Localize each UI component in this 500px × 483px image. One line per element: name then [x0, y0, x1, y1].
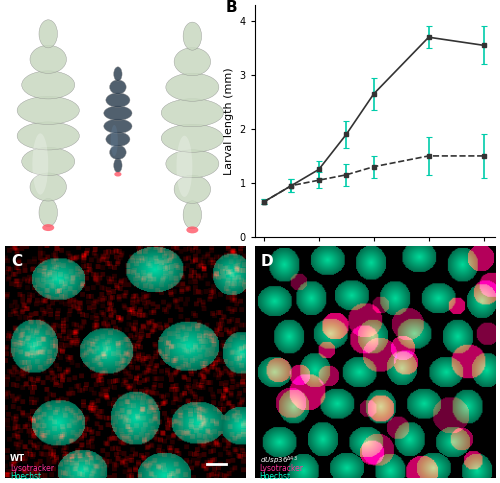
Text: D: D	[260, 254, 273, 269]
Ellipse shape	[22, 147, 75, 175]
Ellipse shape	[106, 132, 130, 146]
Text: Lysotracker: Lysotracker	[260, 464, 304, 473]
Ellipse shape	[30, 45, 66, 73]
X-axis label: Time AEL (hrs): Time AEL (hrs)	[334, 261, 415, 271]
Text: A: A	[14, 14, 26, 29]
Ellipse shape	[161, 99, 224, 127]
Ellipse shape	[166, 150, 219, 178]
Ellipse shape	[186, 227, 198, 233]
Ellipse shape	[22, 71, 75, 99]
Text: Hoechst: Hoechst	[10, 472, 41, 482]
Ellipse shape	[104, 119, 132, 133]
Ellipse shape	[32, 133, 48, 195]
Ellipse shape	[39, 199, 58, 227]
Ellipse shape	[17, 122, 80, 150]
Ellipse shape	[30, 173, 66, 201]
Text: Lysotracker: Lysotracker	[10, 464, 54, 473]
Ellipse shape	[183, 201, 202, 229]
Y-axis label: Larval length (mm): Larval length (mm)	[224, 67, 234, 175]
Ellipse shape	[110, 145, 126, 159]
Ellipse shape	[42, 224, 54, 231]
Text: Rescue: Rescue	[176, 12, 208, 21]
Ellipse shape	[39, 20, 58, 48]
Ellipse shape	[166, 73, 219, 101]
Ellipse shape	[106, 93, 130, 107]
Ellipse shape	[114, 158, 122, 172]
Ellipse shape	[17, 97, 80, 125]
Text: WT: WT	[10, 455, 25, 463]
Text: $dUsp36^{\Delta43}$: $dUsp36^{\Delta43}$	[98, 12, 138, 26]
Ellipse shape	[183, 22, 202, 50]
Ellipse shape	[174, 48, 210, 76]
Ellipse shape	[174, 175, 210, 203]
Ellipse shape	[176, 136, 192, 197]
Text: C: C	[11, 254, 22, 269]
Ellipse shape	[110, 125, 118, 156]
Ellipse shape	[161, 124, 224, 152]
Ellipse shape	[110, 80, 126, 94]
Ellipse shape	[104, 106, 132, 120]
Text: B: B	[226, 0, 237, 15]
Text: Hoechst: Hoechst	[260, 472, 290, 482]
Text: $dUsp36^{\Delta43}$: $dUsp36^{\Delta43}$	[260, 455, 298, 467]
Ellipse shape	[114, 67, 122, 81]
Text: WT: WT	[41, 12, 56, 21]
Ellipse shape	[114, 172, 121, 176]
